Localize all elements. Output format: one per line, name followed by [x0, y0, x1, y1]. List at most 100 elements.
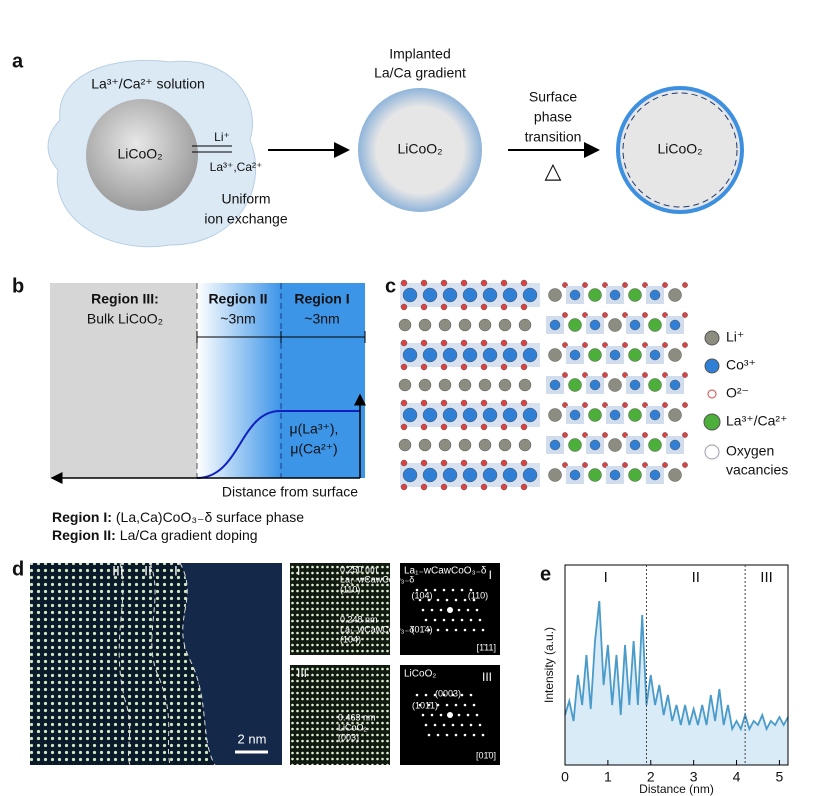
spot	[433, 618, 437, 622]
spot	[481, 733, 485, 737]
atom	[442, 467, 458, 483]
particle	[616, 86, 744, 214]
region-boundaries	[118, 562, 216, 766]
legend-label: vacancies	[726, 462, 788, 478]
atom	[520, 459, 528, 467]
atom	[480, 459, 488, 467]
atom	[602, 372, 608, 378]
spot	[418, 598, 422, 602]
spot	[447, 712, 453, 718]
spacing: 0.250 nm	[340, 564, 378, 574]
atom	[440, 303, 448, 311]
atom	[420, 303, 428, 311]
atom	[400, 339, 408, 347]
inset-region: I	[297, 564, 300, 578]
atom	[569, 469, 581, 481]
atom	[500, 303, 508, 311]
spot	[430, 608, 434, 612]
atom	[458, 318, 472, 332]
spot	[466, 608, 470, 612]
atom	[440, 279, 448, 287]
atom	[522, 347, 538, 363]
atom	[622, 282, 628, 288]
atom	[549, 439, 561, 451]
atom	[629, 439, 641, 451]
atom	[649, 409, 661, 421]
atom	[402, 287, 418, 303]
atom	[462, 287, 478, 303]
spot	[451, 693, 455, 697]
atom	[609, 289, 621, 301]
region3	[50, 283, 197, 478]
spot	[424, 723, 428, 727]
spot	[460, 723, 464, 727]
scale-bars	[196, 331, 366, 343]
atom	[480, 303, 488, 311]
atom	[460, 363, 468, 371]
atom	[420, 399, 428, 407]
fft-title: La₁₋wCawCoO₃₋δ	[404, 566, 487, 577]
x-tick-label: 2	[647, 769, 655, 785]
atom	[502, 467, 518, 483]
spot	[451, 588, 455, 592]
atom	[622, 402, 628, 408]
core-label: LiCoO₂	[397, 141, 442, 157]
panel-label: c	[385, 275, 396, 297]
atom	[622, 342, 628, 348]
atom	[420, 279, 428, 287]
atom	[502, 407, 518, 423]
area	[565, 601, 788, 765]
spot	[475, 713, 479, 717]
atom	[588, 348, 602, 362]
spot	[445, 628, 449, 632]
plot-frame	[564, 564, 789, 766]
atom	[398, 318, 412, 332]
spot	[430, 713, 434, 717]
atom	[642, 312, 648, 318]
spot-label: (110)	[468, 590, 488, 600]
atom	[568, 378, 582, 392]
atom	[422, 287, 438, 303]
spot	[460, 588, 464, 592]
atom	[520, 423, 528, 431]
atom	[480, 339, 488, 347]
atom	[549, 379, 561, 391]
atom	[480, 363, 488, 371]
region1	[281, 283, 365, 478]
atom	[482, 407, 498, 423]
atom	[628, 408, 642, 422]
atom	[500, 483, 508, 491]
spot	[472, 703, 476, 707]
atom	[458, 378, 472, 392]
spacing: 0.248 nm	[340, 614, 378, 624]
x-tick-label: 5	[776, 769, 784, 785]
plane: (110)	[340, 584, 360, 594]
atom	[602, 432, 608, 438]
legend-swatch	[704, 444, 720, 460]
atom	[662, 402, 668, 408]
atom	[649, 289, 661, 301]
atom	[462, 407, 478, 423]
width-label: ~3nm	[304, 311, 339, 327]
atom	[438, 318, 452, 332]
atom	[628, 468, 642, 482]
spot	[472, 598, 476, 602]
atom	[460, 339, 468, 347]
mu-label: μ(Ca²⁺)	[290, 441, 337, 457]
atom	[582, 462, 588, 468]
spot	[463, 703, 467, 707]
region-label: II	[692, 569, 700, 586]
x-tick-label: 0	[561, 769, 569, 785]
note-label: Region II:	[52, 527, 116, 543]
spot	[454, 628, 458, 632]
atom	[502, 287, 518, 303]
spot	[463, 733, 467, 737]
atom	[622, 462, 628, 468]
transition-label: transition	[525, 129, 582, 145]
atom	[589, 379, 601, 391]
spot	[439, 608, 443, 612]
heat-symbol: △	[545, 158, 562, 183]
phase: LiCoO₂	[338, 722, 368, 732]
spot	[472, 628, 476, 632]
region-label: I	[604, 569, 608, 586]
